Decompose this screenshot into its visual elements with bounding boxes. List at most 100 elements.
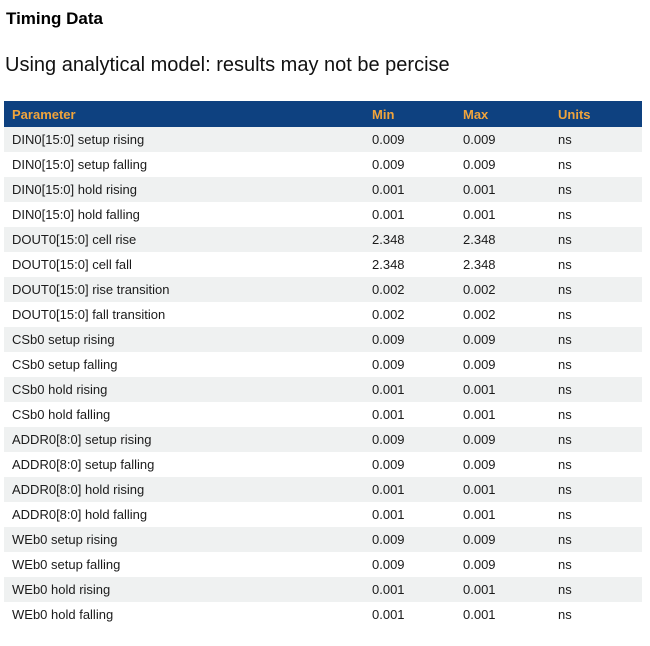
max-cell: 0.009 [463,357,496,372]
min-cell: 0.009 [372,357,405,372]
units-cell: ns [558,207,572,222]
units-cell: ns [558,507,572,522]
parameter-cell: CSb0 hold rising [12,382,108,397]
max-cell: 0.001 [463,382,496,397]
min-cell: 0.001 [372,607,405,622]
parameter-cell: WEb0 hold falling [12,607,114,622]
min-cell: 0.001 [372,382,405,397]
units-cell: ns [558,357,572,372]
min-cell: 0.001 [372,507,405,522]
table-header-row: Parameter Min Max Units [4,101,642,127]
table-row: DOUT0[15:0] cell fall 2.348 2.348 ns [4,252,642,277]
min-cell: 0.001 [372,482,405,497]
min-cell: 0.002 [372,282,405,297]
max-cell: 0.001 [463,207,496,222]
table-row: ADDR0[8:0] hold falling 0.001 0.001 ns [4,502,642,527]
units-cell: ns [558,482,572,497]
table-row: CSb0 hold falling 0.001 0.001 ns [4,402,642,427]
table-row: DIN0[15:0] setup falling 0.009 0.009 ns [4,152,642,177]
parameter-cell: DOUT0[15:0] rise transition [12,282,170,297]
max-cell: 2.348 [463,232,496,247]
table-header: Parameter Min Max Units [4,101,642,127]
table-row: DIN0[15:0] hold falling 0.001 0.001 ns [4,202,642,227]
table-row: WEb0 setup rising 0.009 0.009 ns [4,527,642,552]
table-row: CSb0 setup falling 0.009 0.009 ns [4,352,642,377]
parameter-cell: DOUT0[15:0] cell fall [12,257,132,272]
min-cell: 0.001 [372,582,405,597]
parameter-cell: WEb0 hold rising [12,582,111,597]
max-cell: 0.001 [463,482,496,497]
min-cell: 0.002 [372,307,405,322]
parameter-cell: DIN0[15:0] setup falling [12,157,148,172]
table-row: DIN0[15:0] hold rising 0.001 0.001 ns [4,177,642,202]
table-row: CSb0 setup rising 0.009 0.009 ns [4,327,642,352]
units-cell: ns [558,432,572,447]
table-row: DOUT0[15:0] rise transition 0.002 0.002 ns [4,277,642,302]
page-subtitle: Using analytical model: results may not … [5,54,450,76]
max-cell: 0.001 [463,607,496,622]
min-cell: 0.009 [372,432,405,447]
column-header-units: Units [550,101,642,127]
max-cell: 0.009 [463,532,496,547]
min-cell: 2.348 [372,257,405,272]
min-cell: 0.009 [372,557,405,572]
parameter-cell: ADDR0[8:0] hold falling [12,507,148,522]
min-cell: 0.009 [372,132,405,147]
parameter-cell: DIN0[15:0] hold rising [12,182,138,197]
parameter-cell: ADDR0[8:0] hold rising [12,482,145,497]
page-title: Timing Data [6,9,103,28]
parameter-cell: DIN0[15:0] setup rising [12,132,145,147]
parameter-cell: DOUT0[15:0] cell rise [12,232,137,247]
max-cell: 0.009 [463,332,496,347]
min-cell: 0.009 [372,157,405,172]
table-row: ADDR0[8:0] hold rising 0.001 0.001 ns [4,477,642,502]
max-cell: 0.009 [463,457,496,472]
max-cell: 0.001 [463,182,496,197]
units-cell: ns [558,182,572,197]
max-cell: 0.002 [463,282,496,297]
max-cell: 0.001 [463,407,496,422]
parameter-cell: CSb0 setup falling [12,357,118,372]
table-row: WEb0 setup falling 0.009 0.009 ns [4,552,642,577]
column-header-parameter: Parameter [4,101,364,127]
max-cell: 0.001 [463,507,496,522]
max-cell: 0.009 [463,557,496,572]
table-row: ADDR0[8:0] setup falling 0.009 0.009 ns [4,452,642,477]
timing-data-table: Parameter Min Max Units DIN0[15:0] setup… [4,101,642,627]
min-cell: 0.009 [372,532,405,547]
max-cell: 0.002 [463,307,496,322]
max-cell: 2.348 [463,257,496,272]
table-body: DIN0[15:0] setup rising 0.009 0.009 ns DIN0[… [4,127,642,627]
units-cell: ns [558,407,572,422]
units-cell: ns [558,557,572,572]
units-cell: ns [558,132,572,147]
parameter-cell: CSb0 hold falling [12,407,111,422]
max-cell: 0.009 [463,132,496,147]
table-row: DOUT0[15:0] cell rise 2.348 2.348 ns [4,227,642,252]
table-row: ADDR0[8:0] setup rising 0.009 0.009 ns [4,427,642,452]
parameter-cell: DIN0[15:0] hold falling [12,207,140,222]
min-cell: 0.001 [372,182,405,197]
parameter-cell: WEb0 setup falling [12,557,121,572]
units-cell: ns [558,457,572,472]
table-row: DOUT0[15:0] fall transition 0.002 0.002 ns [4,302,642,327]
min-cell: 0.009 [372,457,405,472]
units-cell: ns [558,532,572,547]
units-cell: ns [558,257,572,272]
max-cell: 0.009 [463,157,496,172]
max-cell: 0.001 [463,582,496,597]
table-row: CSb0 hold rising 0.001 0.001 ns [4,377,642,402]
units-cell: ns [558,332,572,347]
min-cell: 2.348 [372,232,405,247]
min-cell: 0.009 [372,332,405,347]
parameter-cell: ADDR0[8:0] setup falling [12,457,155,472]
max-cell: 0.009 [463,432,496,447]
table-row: WEb0 hold falling 0.001 0.001 ns [4,602,642,627]
min-cell: 0.001 [372,207,405,222]
parameter-cell: ADDR0[8:0] setup rising [12,432,152,447]
column-header-max: Max [455,101,550,127]
units-cell: ns [558,382,572,397]
table-row: WEb0 hold rising 0.001 0.001 ns [4,577,642,602]
units-cell: ns [558,582,572,597]
